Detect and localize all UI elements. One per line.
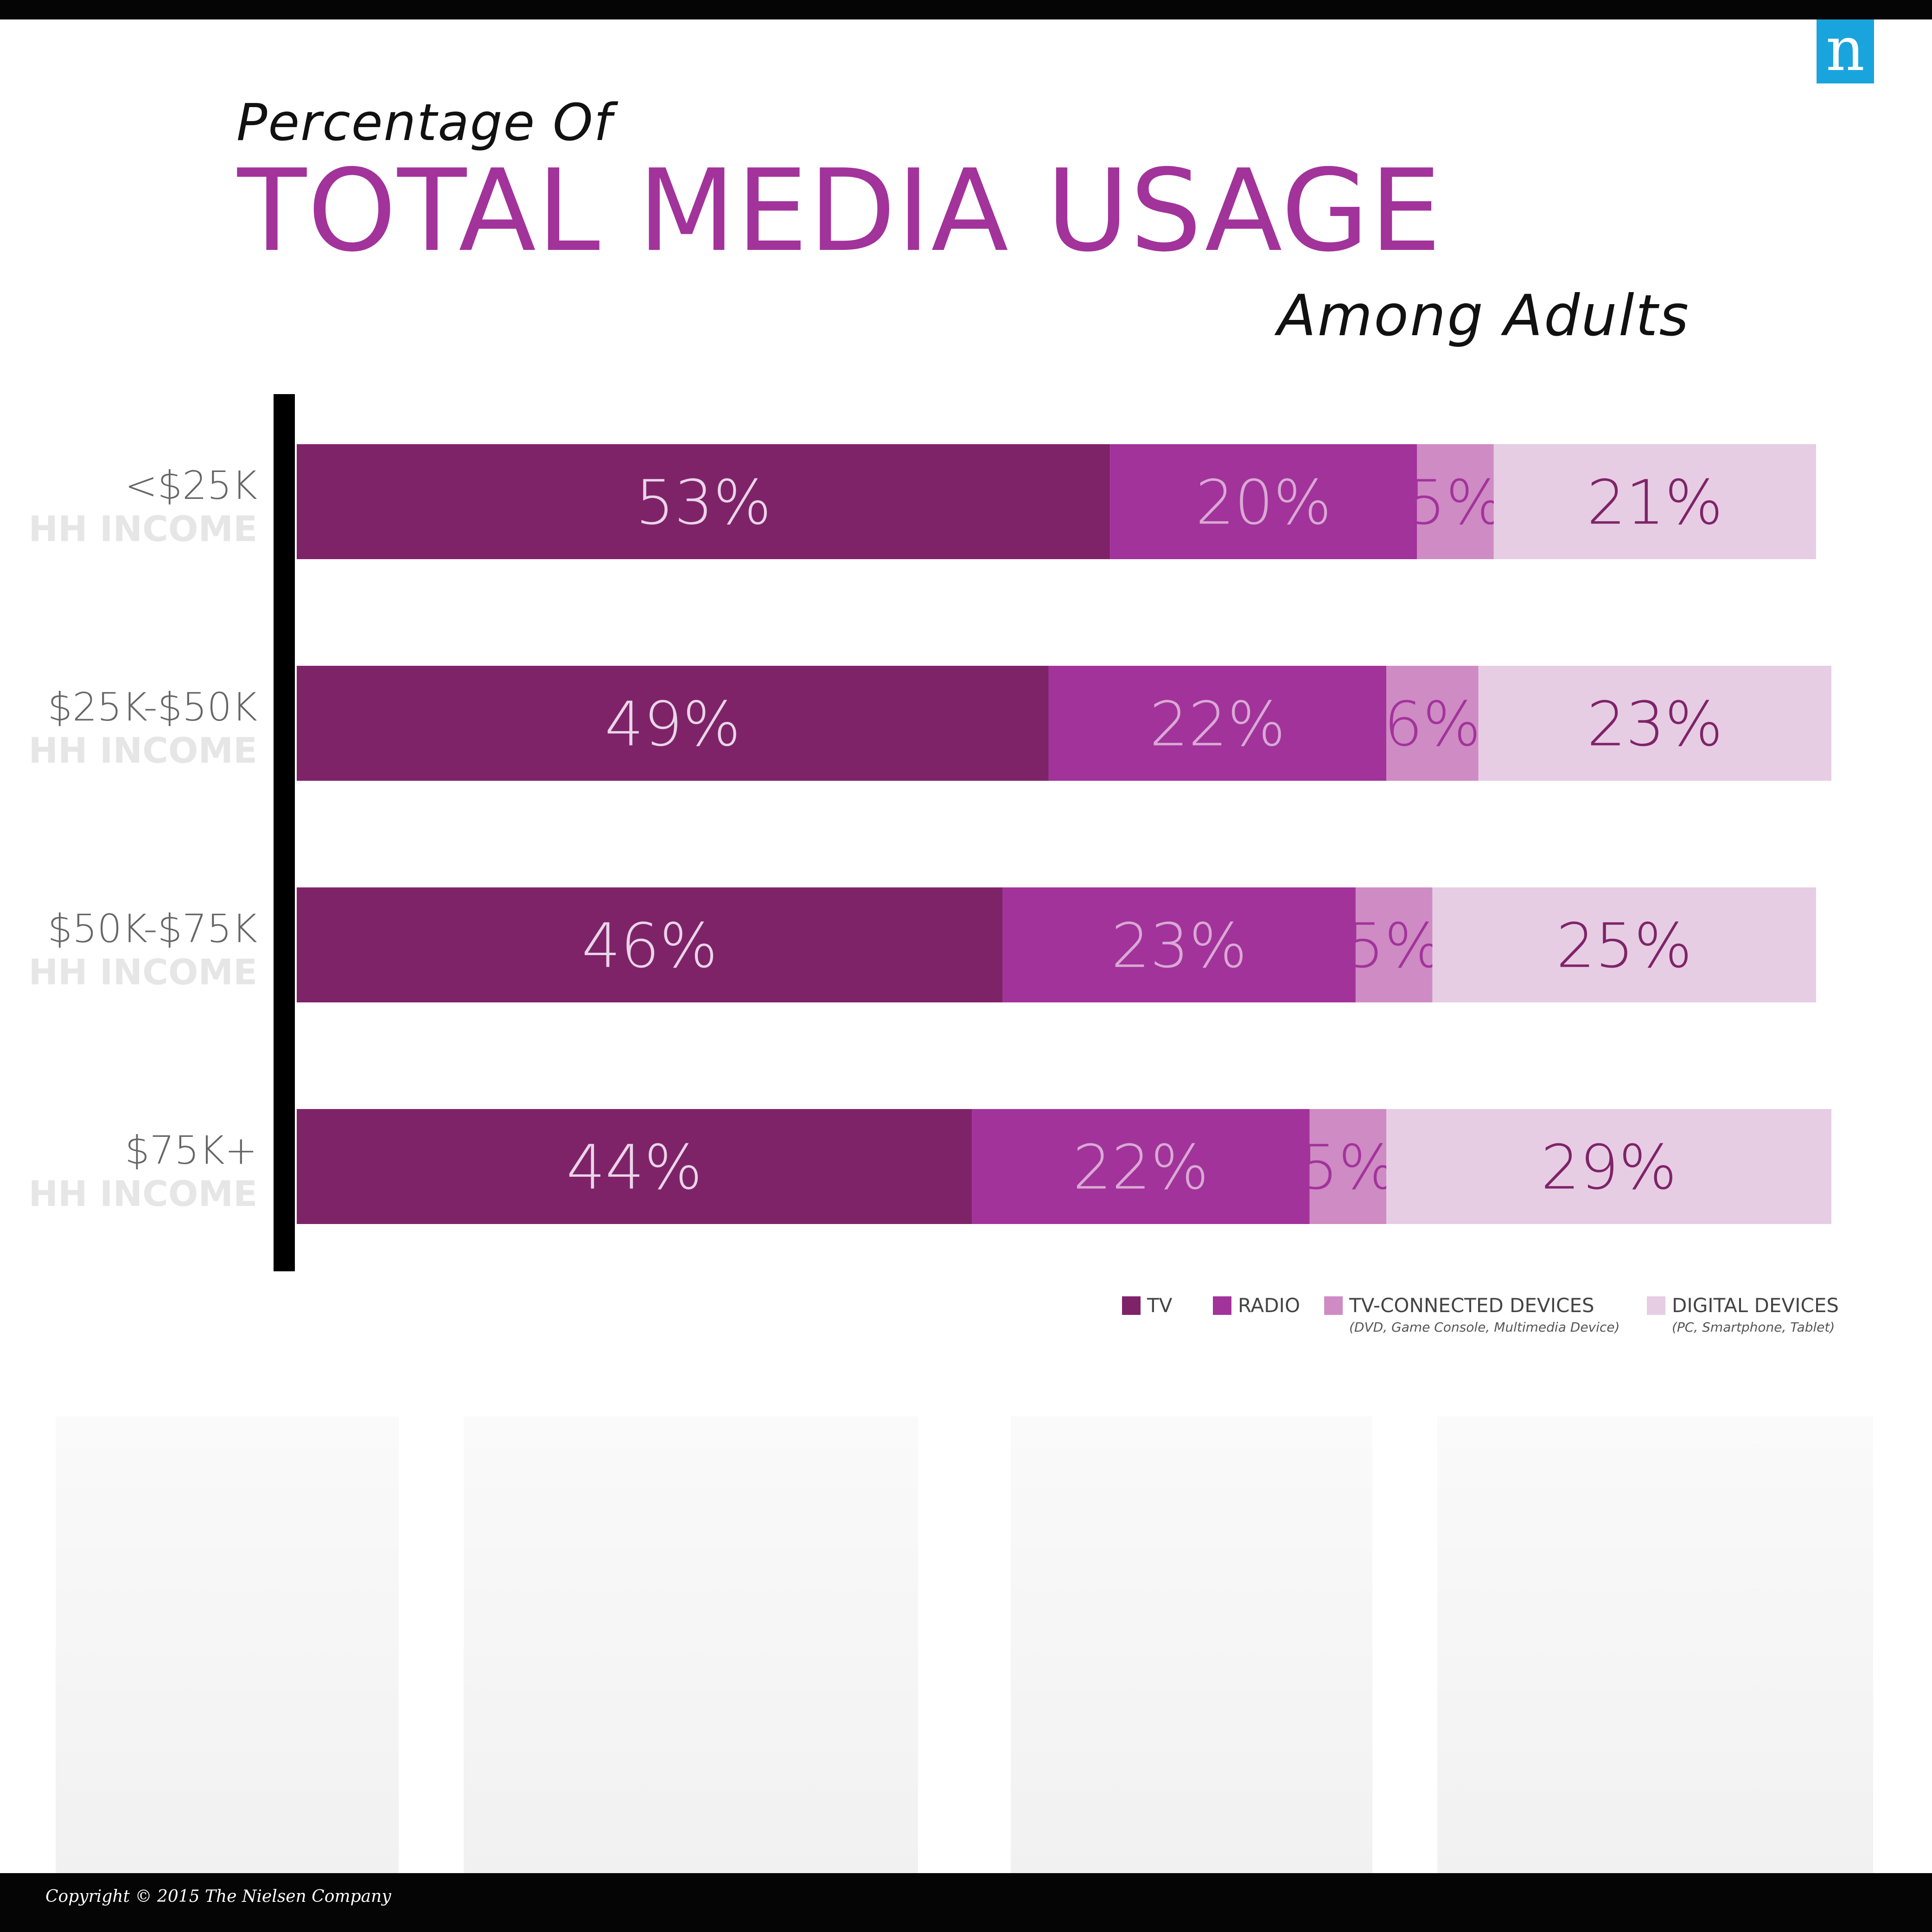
bar-segment (297, 444, 1110, 559)
category-label: $75K+ (125, 1128, 257, 1173)
bar-segment (1493, 444, 1816, 559)
data-label: 25% (1556, 911, 1692, 982)
top-bar (0, 0, 1932, 19)
legend-note: (DVD, Game Console, Multimedia Device) (1349, 1320, 1620, 1335)
data-label: 5% (1300, 1132, 1396, 1204)
photo-man-with-game-controller (1011, 1416, 1372, 1873)
bar-segment (297, 887, 1003, 1002)
data-label: 6% (1384, 689, 1481, 760)
bar-segment (297, 1109, 972, 1224)
bar-segment (972, 1109, 1310, 1224)
data-label: 22% (1073, 1132, 1209, 1204)
title-suffix: Among Adults (1277, 283, 1690, 349)
bar-segment (1386, 666, 1479, 781)
legend-label: DIGITAL DEVICES (1672, 1294, 1839, 1317)
legend-swatch (1213, 1296, 1231, 1315)
legend-label: TV (1147, 1294, 1173, 1317)
title-prefix: Percentage Of (236, 93, 613, 152)
bar-segment (1417, 444, 1494, 559)
data-label: 53% (635, 467, 771, 539)
bar-segment (1110, 444, 1417, 559)
data-label: 23% (1111, 911, 1247, 982)
data-label: 5% (1345, 911, 1442, 982)
bar-segment (1386, 1109, 1831, 1224)
bar-segment (1478, 666, 1831, 781)
category-sublabel: HH INCOME (29, 508, 257, 549)
data-label: 46% (582, 911, 718, 982)
data-label: 44% (567, 1132, 702, 1204)
legend-swatch (1647, 1296, 1665, 1315)
bar-segment (1002, 887, 1356, 1002)
bar-segment (1309, 1109, 1387, 1224)
category-label: $25K-$50K (48, 684, 257, 730)
bar-segment (1355, 887, 1433, 1002)
photo-woman-with-remote (56, 1416, 399, 1873)
data-label: 23% (1587, 689, 1723, 760)
legend-swatch (1324, 1296, 1343, 1315)
legend-swatch (1122, 1296, 1141, 1315)
chart-title: TOTAL MEDIA USAGE (237, 145, 1442, 277)
legend-label: TV-CONNECTED DEVICES (1349, 1294, 1594, 1317)
data-label: 29% (1541, 1132, 1677, 1204)
legend-note: (PC, Smartphone, Tablet) (1672, 1320, 1835, 1335)
data-label: 20% (1196, 467, 1332, 539)
category-label: $50K-$75K (48, 906, 257, 951)
category-sublabel: HH INCOME (29, 1173, 257, 1214)
bar-segment (1432, 887, 1816, 1002)
photo-man-with-headphones (464, 1416, 918, 1873)
legend-label: RADIO (1238, 1294, 1300, 1317)
footer: Copyright © 2015 The Nielsen Company (0, 1873, 1932, 1932)
data-label: 5% (1407, 467, 1504, 539)
y-axis-line (274, 394, 295, 1271)
data-label: 22% (1149, 689, 1285, 760)
copyright-text: Copyright © 2015 The Nielsen Company (45, 1887, 391, 1906)
category-sublabel: HH INCOME (29, 951, 257, 993)
category-label: <$25K (125, 463, 257, 508)
bar-segment (297, 666, 1049, 781)
category-sublabel: HH INCOME (29, 730, 257, 771)
photo-woman-with-tablet (1437, 1416, 1873, 1873)
bar-segment (1048, 666, 1387, 781)
nielsen-logo: n (1817, 19, 1874, 83)
data-label: 21% (1587, 467, 1723, 539)
data-label: 49% (605, 689, 740, 760)
